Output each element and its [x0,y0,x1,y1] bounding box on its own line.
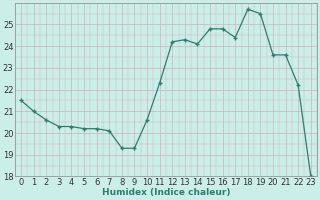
X-axis label: Humidex (Indice chaleur): Humidex (Indice chaleur) [102,188,230,197]
